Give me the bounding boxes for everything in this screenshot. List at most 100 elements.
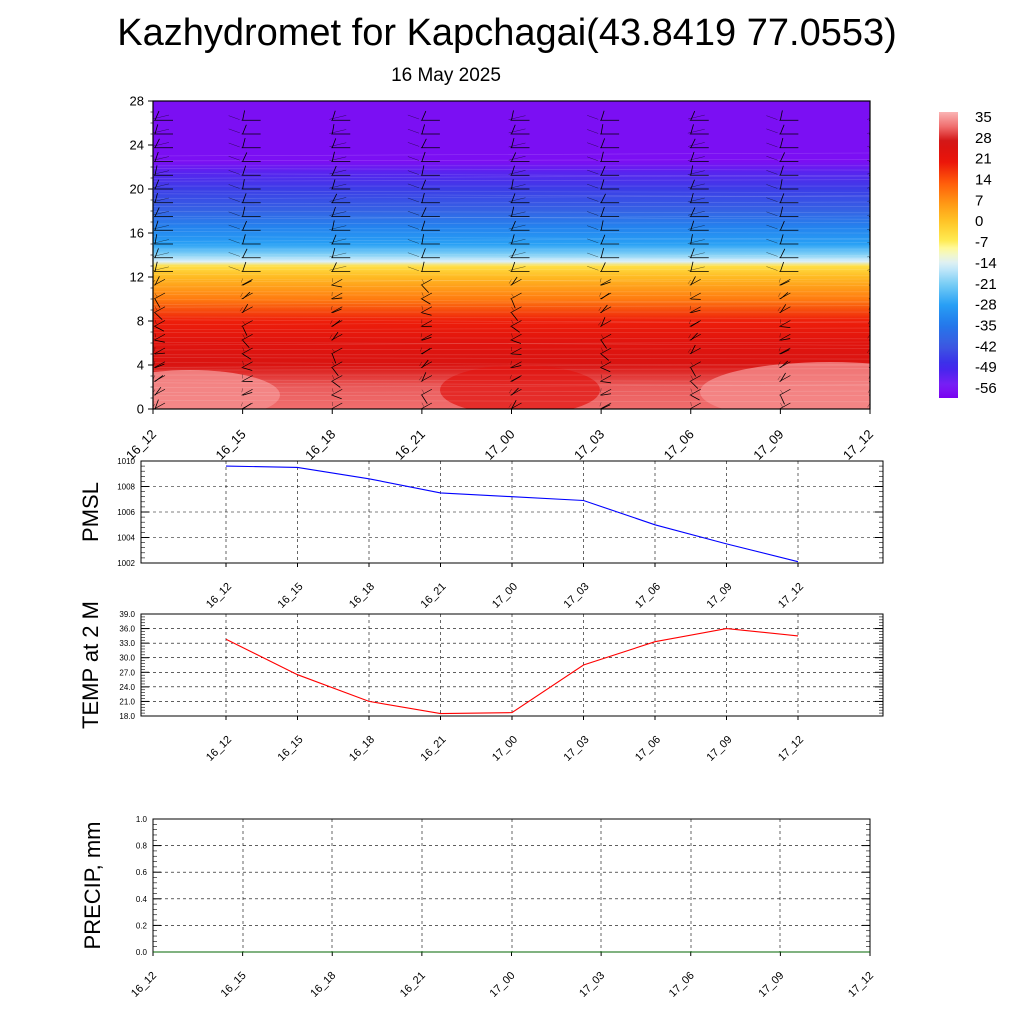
pmsl-panel: 1002 1004 1006 1008 1010 16_12 16_15 16_18 16_21…: [78, 457, 884, 611]
wind-barb: [598, 304, 612, 314]
section-contour: [153, 195, 870, 199]
temp-2m-x-tick-label: 16_15: [276, 734, 306, 764]
precip-y-tick-label: 0.2: [136, 921, 148, 930]
wind-barb: [153, 333, 166, 343]
wind-barb: [407, 151, 440, 162]
wind-barb: [508, 193, 530, 204]
wind-barb: [508, 137, 530, 149]
wind-barb: [778, 347, 791, 355]
section-y-tick-label: 4: [137, 358, 144, 373]
section-y-tick-label: 0: [137, 402, 144, 417]
colorbar-label: -42: [975, 338, 997, 355]
section-contour: [153, 294, 870, 297]
wind-barb: [868, 278, 870, 286]
wind-barb: [153, 138, 173, 149]
wind-barbs: [153, 110, 870, 409]
wind-barb: [766, 110, 799, 121]
temp-2m-x-tick-label: 17_03: [562, 734, 592, 764]
temp-2m-x-tick-label: 17_00: [490, 734, 520, 764]
wind-barb: [241, 278, 253, 286]
precip-x-tick-label: 16_21: [398, 970, 428, 1000]
temp-2m-y-tick-label: 36.0: [119, 625, 135, 634]
wind-barb: [407, 124, 440, 135]
warm-blob-1: [153, 370, 280, 409]
colorbar-label: -56: [975, 380, 997, 397]
wind-barb: [420, 292, 433, 305]
precip-x-tick-label: 17_03: [577, 970, 607, 1000]
section-y-tick-label: 28: [130, 94, 144, 109]
wind-barb: [508, 261, 530, 272]
wind-barb: [868, 291, 870, 300]
wind-barb: [779, 319, 791, 329]
pmsl-y-tick-label: 1006: [117, 508, 135, 517]
section-contour: [153, 231, 870, 234]
section-contour: [153, 215, 870, 220]
wind-barb: [508, 152, 530, 162]
wind-barb: [153, 234, 173, 245]
precip-y-tick-label: 0.0: [136, 948, 148, 957]
temp-2m-y-tick-label: 24.0: [119, 683, 135, 692]
section-contour: [153, 305, 870, 308]
wind-barb: [407, 165, 440, 176]
wind-barb: [766, 261, 799, 272]
pmsl-y-tick-label: 1008: [117, 483, 135, 492]
wind-barb: [329, 262, 351, 272]
wind-barb: [241, 333, 253, 348]
wind-barb: [688, 138, 709, 149]
wind-barb: [228, 234, 261, 245]
section-contour: [153, 390, 870, 393]
wind-barb: [329, 220, 351, 231]
colorbar-label: 21: [975, 151, 992, 168]
wind-barb: [687, 344, 701, 355]
pmsl-x-tick-label: 17_03: [562, 581, 592, 611]
wind-barb: [153, 151, 173, 162]
wind-barb: [420, 333, 433, 341]
temp-2m-y-tick-label: 39.0: [119, 610, 135, 619]
precip-y-tick-label: 1.0: [136, 815, 148, 824]
colorbar-label: 28: [975, 130, 992, 147]
wind-barb: [420, 278, 433, 293]
wind-barb: [228, 110, 261, 121]
section-contour: [153, 341, 870, 346]
wind-barb: [587, 247, 620, 259]
precip-y-tick-label: 0.4: [136, 895, 148, 904]
wind-barb: [153, 248, 173, 259]
wind-barb: [420, 402, 433, 409]
section-contour: [153, 168, 870, 171]
precip-y-tick-label: 0.8: [136, 842, 148, 851]
wind-barb: [241, 347, 253, 360]
wind-barb: [508, 276, 522, 286]
wind-barb: [779, 333, 791, 341]
wind-barb: [241, 388, 253, 396]
colorbar-label: -7: [975, 234, 988, 251]
wind-barb: [779, 402, 791, 409]
wind-barb: [587, 193, 620, 204]
wind-barb: [153, 386, 166, 396]
precip-x-tick-label: 17_12: [846, 970, 876, 1000]
colorbar-label: 0: [975, 213, 983, 230]
wind-barb: [407, 179, 440, 190]
wind-barb: [689, 291, 701, 300]
wind-barb: [766, 193, 799, 204]
wind-barb: [599, 388, 612, 396]
section-x-tick-label: 16_15: [213, 427, 249, 463]
temp-2m-panel: 18.0 21.0 24.0 27.0 30.0 33.0 36.0 39.0 16_12 16_…: [78, 601, 884, 764]
section-y-tick-label: 16: [130, 226, 144, 241]
wind-barb: [687, 276, 701, 286]
colorbar-label: -49: [975, 359, 997, 376]
wind-barb: [329, 234, 351, 245]
pmsl-y-tick-label: 1002: [117, 559, 135, 568]
wind-barb: [587, 220, 620, 231]
wind-barb: [689, 402, 701, 409]
section-contour: [153, 175, 870, 179]
wind-barb: [598, 317, 612, 327]
section-x-tick-label: 17_06: [661, 427, 697, 463]
wind-barb: [240, 402, 253, 409]
wind-barb: [766, 179, 799, 190]
colorbar-label: 35: [975, 109, 992, 126]
wind-barb: [153, 360, 166, 369]
pmsl-x-tick-label: 16_21: [419, 581, 449, 611]
wind-barb: [153, 110, 173, 121]
